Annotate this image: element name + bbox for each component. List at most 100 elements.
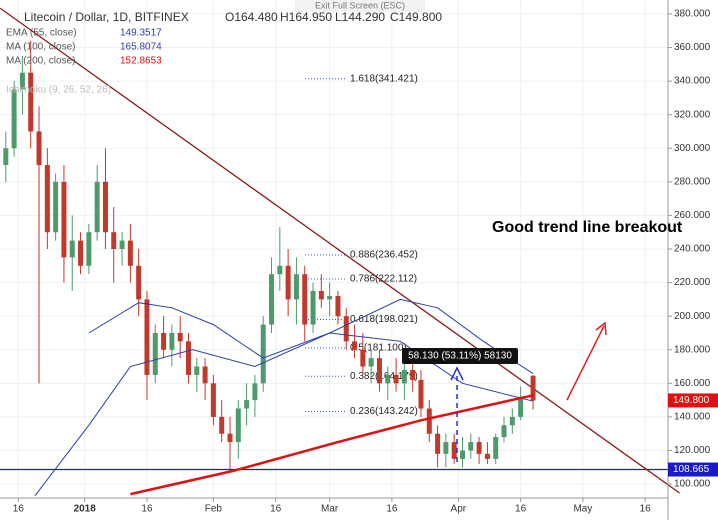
y-tick-label: 280.000 [674,176,711,187]
legend-value: 165.8074 [120,42,162,53]
y-tick-label: 160.000 [674,378,711,389]
candle-body [235,408,241,443]
x-tick-label: 2018 [74,504,97,515]
candle-body [343,316,349,342]
x-tick-label: 16 [386,504,398,515]
exit-bar[interactable] [295,0,425,12]
y-tick-label: 380.000 [674,9,711,20]
candle-body [227,433,233,443]
x-tick-label: 16 [13,504,25,515]
y-tick-label: 300.000 [674,143,711,154]
x-tick-label: 16 [515,504,527,515]
candle-body [102,181,108,233]
moving-average [34,332,534,497]
measure-label: 58.130 (53.11%) 58130 [408,351,512,362]
annotation: Good trend line breakout [492,219,683,236]
candle-body [426,408,432,434]
candle-body [86,232,92,266]
candle-body [443,442,449,454]
candle-body [318,290,324,300]
candle-body [368,358,374,367]
candle-body [335,296,341,317]
support-tag [668,462,718,477]
candle-body [451,442,457,459]
measure-arrow-head [450,366,464,381]
candle-body [269,274,275,325]
candle-body [385,374,391,384]
candle-body [202,366,208,384]
x-tick-label: Mar [321,504,339,515]
candle-body [360,349,366,367]
candle-body [260,324,266,384]
candle-body [169,332,175,350]
y-tick-label: 200.000 [674,311,711,322]
candle-body [435,433,441,454]
y-tick-label: 240.000 [674,244,711,255]
measure-box [402,348,518,364]
x-tick-label: Apr [451,504,467,515]
moving-average [88,298,534,375]
x-tick-label: May [573,504,592,515]
fib-label: 0.236(143.242) [350,406,418,417]
exit-fullscreen[interactable]: Exit Full Screen (ESC) [315,0,405,10]
trend-line [0,7,680,494]
high: H164.950 [280,10,332,24]
candle-body [476,442,482,454]
symbol: Litecoin / Dollar, 1D, BITFINEX [24,10,189,24]
low: L144.290 [335,10,385,24]
fib-label: 0.886(236.452) [350,250,418,261]
candle-body [111,232,117,250]
price-tag [668,393,718,408]
candle-body [185,341,191,375]
x-tick-label: 16 [141,504,153,515]
candle-body [376,358,382,384]
candle-body [277,265,283,275]
candle-body [19,72,25,90]
candle-body [244,400,250,409]
indicator-faded: Ichimoku (9, 26, 52, 26) [6,85,111,96]
x-tick-label: Feb [205,504,223,515]
candle-body [302,274,308,325]
legend-value: 149.3517 [120,28,162,39]
candle-body [501,425,507,438]
candle-body [285,265,291,300]
candle-body [293,274,299,300]
candle-body [493,437,499,459]
breakout-arrow-head [595,321,607,336]
candle-body [418,379,424,409]
candle-body [484,453,490,459]
y-tick-label: 120.000 [674,445,711,456]
close: C149.800 [390,10,442,24]
candle-body [177,332,183,342]
candle-body [410,369,416,380]
legend-name: MA (200, close) [6,56,75,67]
moving-average [130,394,534,496]
y-tick-label: 220.000 [674,277,711,288]
open: O164.480 [225,10,278,24]
candle-body [352,341,358,350]
candle-body [36,131,42,166]
candle-body [459,450,465,459]
candle-body [127,240,133,266]
candle-body [194,366,200,375]
fib-label: 0.618(198.021) [350,314,418,325]
x-tick-label: 16 [640,504,652,515]
candle-body [219,416,225,434]
candle-body [94,181,100,233]
legend-name: EMA (55, close) [6,28,77,39]
candle-body [61,181,67,258]
support-tag-label: 108.665 [673,464,710,475]
candle-body [44,165,50,233]
y-tick-label: 180.000 [674,344,711,355]
candle-body [28,72,34,132]
legend-name: MA (100, close) [6,42,75,53]
y-tick-label: 100.000 [674,479,711,490]
candle-body [252,383,258,401]
y-tick-label: 340.000 [674,76,711,87]
candle-body [119,240,125,250]
candle-body [327,296,333,300]
candle-body [78,240,84,266]
candle-body [518,396,524,417]
